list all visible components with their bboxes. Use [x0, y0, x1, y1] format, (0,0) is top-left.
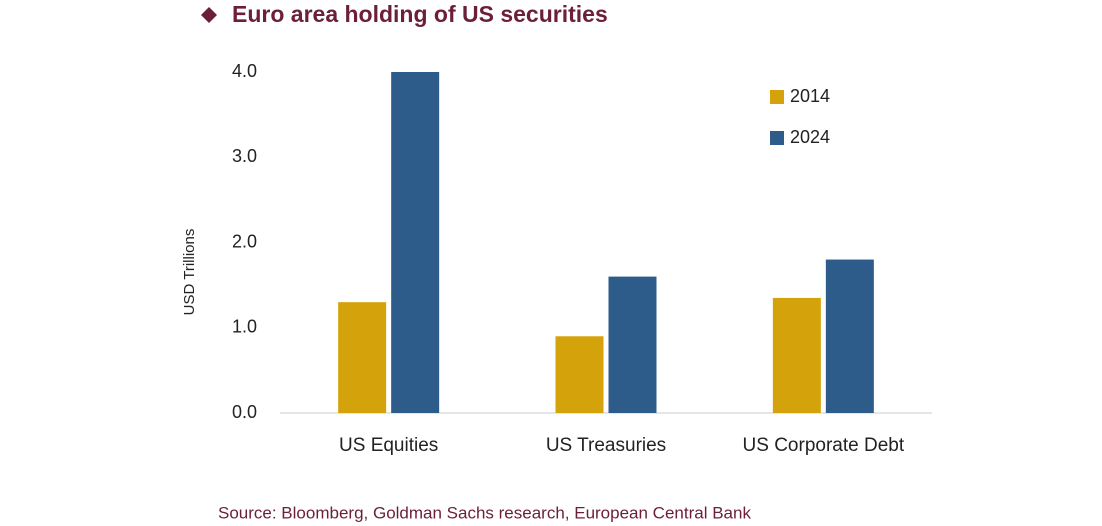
legend-label: 2024 [790, 127, 830, 147]
legend-label: 2014 [790, 86, 830, 106]
bar [391, 72, 440, 413]
bar [825, 259, 874, 413]
x-tick-label: US Treasuries [546, 435, 666, 456]
chart-title: Euro area holding of US securities [232, 1, 608, 27]
source-note: Source: Bloomberg, Goldman Sachs researc… [218, 503, 751, 522]
y-tick-label: 3.0 [232, 146, 257, 166]
legend-swatch [770, 90, 784, 104]
y-tick-label: 1.0 [232, 317, 257, 337]
x-tick-label: US Equities [339, 435, 438, 456]
bar [608, 276, 657, 413]
bar [772, 297, 821, 413]
x-tick-label: US Corporate Debt [743, 435, 905, 456]
y-tick-label: 0.0 [232, 402, 257, 422]
bar [555, 336, 604, 413]
bar [338, 302, 387, 413]
y-axis-label: USD Trillions [181, 229, 198, 316]
y-tick-label: 4.0 [232, 61, 257, 81]
legend-swatch [770, 131, 784, 145]
title-bullet [201, 7, 217, 23]
y-tick-label: 2.0 [232, 231, 257, 251]
